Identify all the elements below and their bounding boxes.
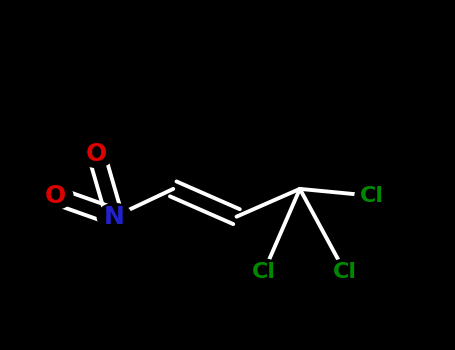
Text: Cl: Cl <box>360 186 384 206</box>
Circle shape <box>328 259 362 285</box>
Text: N: N <box>104 205 125 229</box>
Text: Cl: Cl <box>252 262 276 282</box>
Text: Cl: Cl <box>333 262 357 282</box>
Text: O: O <box>86 142 107 166</box>
Circle shape <box>355 183 389 209</box>
Text: O: O <box>45 184 66 208</box>
Circle shape <box>79 141 114 167</box>
Circle shape <box>247 259 281 285</box>
Circle shape <box>39 183 73 209</box>
Circle shape <box>97 203 131 230</box>
